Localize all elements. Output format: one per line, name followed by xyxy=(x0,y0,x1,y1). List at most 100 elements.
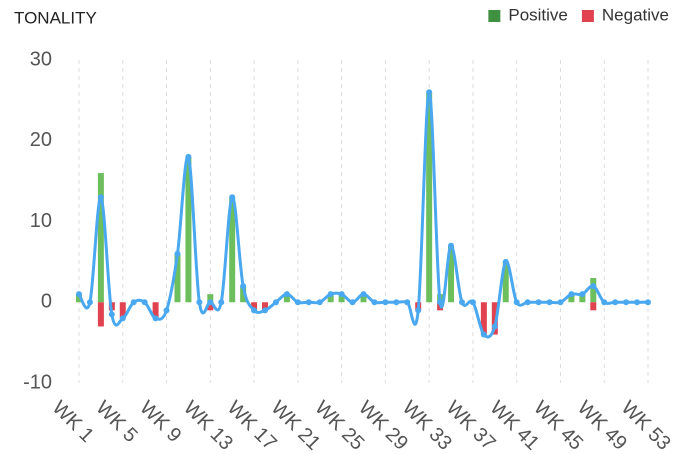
y-tick-label: 30 xyxy=(30,48,52,70)
bar xyxy=(448,245,455,303)
line-point xyxy=(502,258,509,265)
line-point xyxy=(262,307,269,314)
bar xyxy=(119,302,126,319)
x-tick-label: WK 33 xyxy=(398,397,456,454)
bar xyxy=(207,294,214,303)
bar xyxy=(185,156,192,303)
x-tick-label: WK 41 xyxy=(485,397,543,454)
line-point xyxy=(349,299,356,306)
bar xyxy=(240,286,247,303)
line-point xyxy=(108,311,115,318)
line-point xyxy=(97,194,104,201)
bar xyxy=(76,294,82,303)
x-tick-label: WK 53 xyxy=(617,397,673,454)
line-point xyxy=(568,291,575,298)
bar xyxy=(262,302,269,311)
line-point xyxy=(524,299,531,306)
line-point xyxy=(229,194,236,201)
x-tick-label: WK 25 xyxy=(310,397,368,454)
line-point xyxy=(426,89,433,96)
legend-label: Negative xyxy=(602,5,669,24)
line-point xyxy=(130,299,137,306)
line-point xyxy=(415,307,422,314)
line-point xyxy=(152,315,159,322)
line-point xyxy=(218,299,225,306)
x-tick-label: WK 9 xyxy=(135,397,185,447)
legend-swatch xyxy=(488,10,501,22)
line-point xyxy=(557,299,564,306)
line-point xyxy=(579,291,586,298)
bar xyxy=(338,294,345,303)
line-point xyxy=(437,299,444,306)
line-point xyxy=(469,299,476,306)
line-point xyxy=(645,299,651,306)
line-point xyxy=(590,283,597,290)
line-point xyxy=(360,291,367,298)
bar xyxy=(229,197,236,303)
line-point xyxy=(480,331,487,338)
line-point xyxy=(283,291,290,298)
bar xyxy=(426,92,433,303)
line-point xyxy=(612,299,619,306)
line-point xyxy=(207,299,214,306)
line-point xyxy=(86,299,93,306)
line-point xyxy=(196,299,203,306)
line-point xyxy=(316,299,323,306)
bar xyxy=(590,302,597,311)
y-tick-label: 10 xyxy=(30,210,52,232)
bar xyxy=(251,302,258,311)
line-point xyxy=(327,291,334,298)
legend-swatch xyxy=(581,10,594,22)
line-point xyxy=(634,299,641,306)
bar xyxy=(480,302,487,335)
x-tick-label: WK 13 xyxy=(179,397,237,454)
x-tick-label: WK 1 xyxy=(48,397,98,447)
x-tick-label: WK 21 xyxy=(267,397,325,454)
bar xyxy=(568,294,575,303)
line-point xyxy=(185,153,192,160)
line-point xyxy=(491,323,498,330)
line-point xyxy=(382,299,389,306)
line-point xyxy=(448,242,455,249)
bar xyxy=(283,294,290,303)
line-point xyxy=(240,283,247,290)
bar xyxy=(502,261,509,303)
x-tick-label: WK 5 xyxy=(91,397,141,447)
line-point xyxy=(141,299,148,306)
line-point xyxy=(163,307,170,314)
line-point xyxy=(272,299,279,306)
line-point xyxy=(601,299,608,306)
legend-label: Positive xyxy=(508,5,568,24)
line-point xyxy=(305,299,312,306)
bar xyxy=(97,173,104,303)
line-point xyxy=(371,299,378,306)
line-point xyxy=(458,299,465,306)
line-point xyxy=(535,299,542,306)
line-point xyxy=(251,307,258,314)
line-point xyxy=(76,291,82,298)
bar xyxy=(360,294,367,303)
x-tick-label: WK 45 xyxy=(529,397,587,454)
chart-title: TONALITY xyxy=(14,8,97,27)
bar xyxy=(590,278,597,303)
bar xyxy=(207,302,214,311)
line-point xyxy=(393,299,400,306)
y-tick-label: 0 xyxy=(41,291,52,313)
bar xyxy=(327,294,334,303)
x-tick-label: WK 49 xyxy=(573,397,631,454)
line-point xyxy=(338,291,345,298)
y-tick-label: 20 xyxy=(30,129,52,151)
line-point xyxy=(294,299,301,306)
line-point xyxy=(623,299,630,306)
bar xyxy=(174,253,181,303)
bar xyxy=(579,294,586,303)
x-tick-label: WK 29 xyxy=(354,397,412,454)
x-tick-label: WK 37 xyxy=(442,397,500,454)
bar xyxy=(491,302,498,335)
y-tick-label: -10 xyxy=(23,371,52,393)
line-point xyxy=(513,299,520,306)
line-point xyxy=(546,299,553,306)
x-tick-label: WK 17 xyxy=(223,397,281,454)
line-point xyxy=(174,250,181,257)
